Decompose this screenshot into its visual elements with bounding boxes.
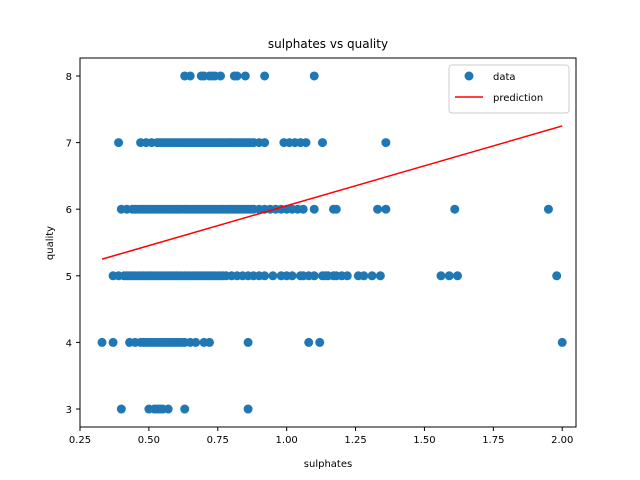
legend-data-marker <box>464 71 474 81</box>
y-tick-label: 4 <box>66 338 72 349</box>
y-axis-label: quality <box>45 226 56 260</box>
data-point <box>359 271 369 281</box>
data-point <box>287 271 297 281</box>
data-point <box>180 404 190 414</box>
data-point <box>436 271 446 281</box>
data-point <box>304 337 314 347</box>
data-point <box>381 204 391 214</box>
data-point <box>331 204 341 214</box>
data-point <box>243 404 253 414</box>
data-point <box>232 71 242 81</box>
x-tick-label: 1.50 <box>413 435 435 446</box>
data-point <box>116 404 126 414</box>
prediction-line-layer <box>101 125 563 260</box>
data-point <box>298 204 308 214</box>
data-point <box>205 337 215 347</box>
x-tick-label: 0.25 <box>69 435 91 446</box>
y-tick-label: 8 <box>66 72 72 83</box>
x-axis-ticks: 0.25 0.50 0.75 1.00 1.25 1.50 1.75 2.00 <box>69 427 573 446</box>
data-point <box>315 337 325 347</box>
data-point <box>543 204 553 214</box>
x-tick-label: 1.00 <box>276 435 298 446</box>
y-tick-label: 7 <box>66 139 72 150</box>
data-point <box>163 404 173 414</box>
legend-box <box>448 64 570 114</box>
data-point <box>373 204 383 214</box>
y-tick-label: 3 <box>66 405 72 416</box>
legend-data-label: data <box>493 72 516 83</box>
x-axis-label: sulphates <box>304 459 352 470</box>
x-tick-label: 0.75 <box>207 435 229 446</box>
data-point <box>444 271 454 281</box>
data-point <box>309 271 319 281</box>
data-point <box>381 138 391 148</box>
data-points <box>97 71 567 414</box>
data-point <box>309 71 319 81</box>
data-point <box>367 271 377 281</box>
data-point <box>557 337 567 347</box>
y-axis-ticks: 3 4 5 6 7 8 <box>66 72 80 416</box>
data-point <box>243 337 253 347</box>
data-point <box>317 138 327 148</box>
legend-prediction-label: prediction <box>493 93 543 104</box>
y-tick-label: 5 <box>66 272 72 283</box>
x-tick-label: 0.50 <box>138 435 160 446</box>
data-point <box>260 71 270 81</box>
data-point <box>108 337 118 347</box>
legend: data prediction <box>448 64 570 114</box>
data-point <box>450 204 460 214</box>
data-point <box>375 271 385 281</box>
data-point <box>260 271 270 281</box>
data-point <box>453 271 463 281</box>
prediction-line <box>101 125 563 260</box>
plot-frame <box>79 57 577 428</box>
data-point <box>301 138 311 148</box>
x-tick-label: 2.00 <box>551 435 573 446</box>
data-point <box>185 71 195 81</box>
data-point <box>216 71 226 81</box>
data-point <box>191 337 201 347</box>
data-point <box>552 271 562 281</box>
x-tick-label: 1.25 <box>344 435 366 446</box>
plot-background <box>80 58 576 427</box>
chart-title: sulphates vs quality <box>268 37 388 51</box>
data-point <box>342 271 352 281</box>
y-tick-label: 6 <box>66 205 72 216</box>
plot-area: 0.25 0.50 0.75 1.00 1.25 1.50 1.75 2.00 3 4 5 6 7 8 <box>66 57 577 446</box>
data-point <box>268 271 278 281</box>
data-point <box>309 204 319 214</box>
data-point <box>97 337 107 347</box>
x-tick-label: 1.75 <box>482 435 504 446</box>
data-point <box>260 138 270 148</box>
data-point <box>240 71 250 81</box>
data-point <box>114 138 124 148</box>
